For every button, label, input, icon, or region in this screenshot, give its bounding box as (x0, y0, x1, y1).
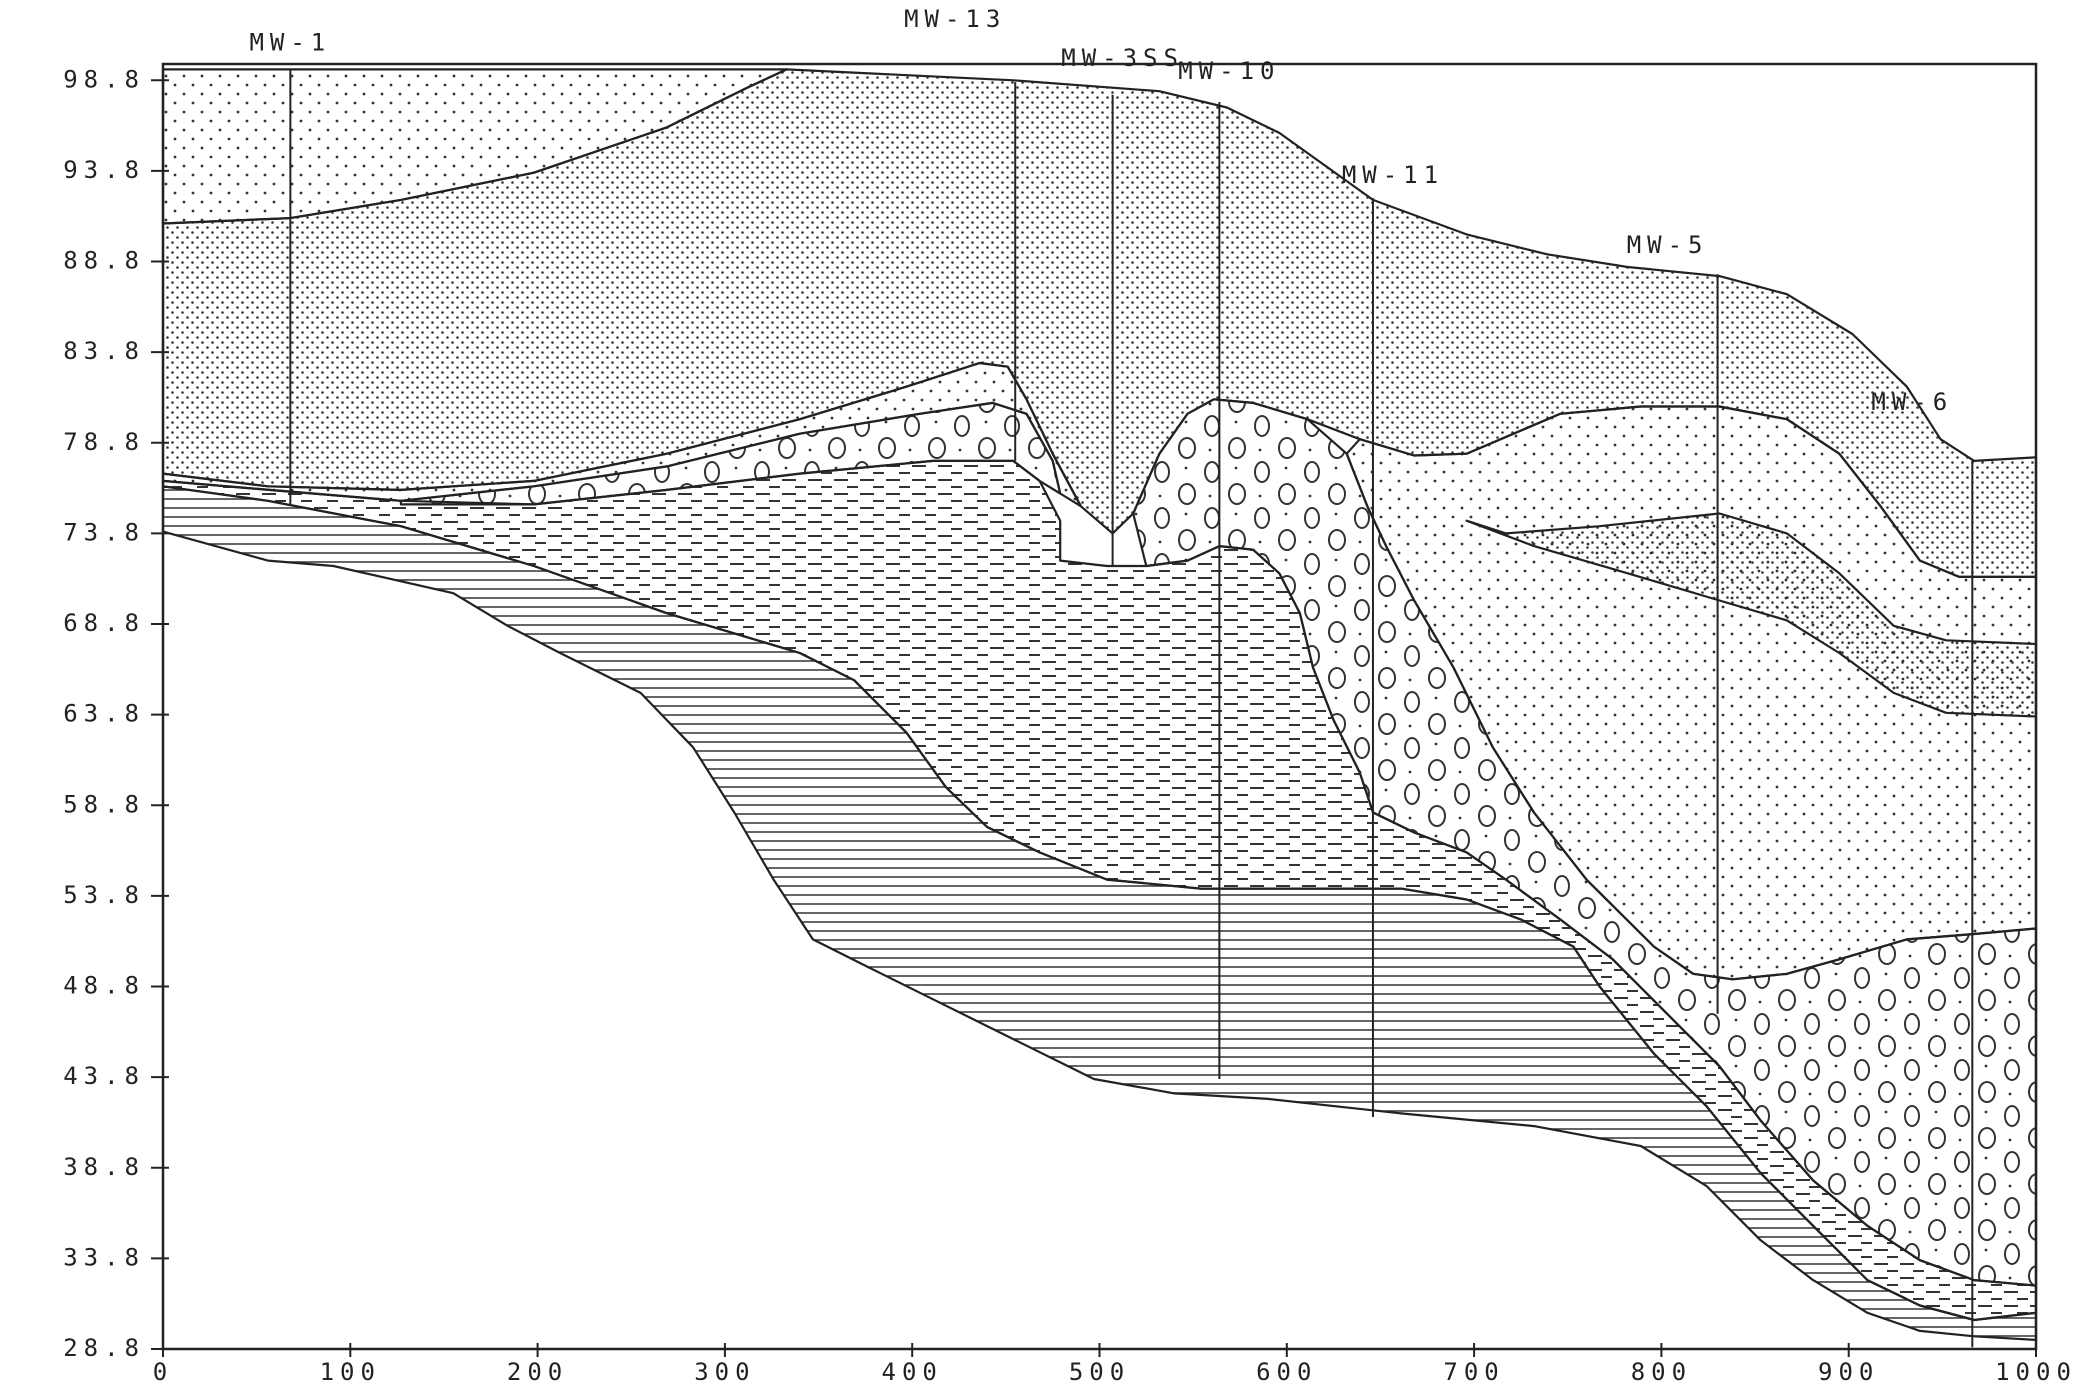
well-label: MW-11 (1342, 161, 1444, 189)
y-tick-label: 83.8 (63, 337, 145, 365)
x-tick-label: 300 (694, 1358, 755, 1385)
layers (163, 69, 2036, 1340)
y-tick-label: 58.8 (63, 790, 145, 818)
well-label: MW-1 (249, 28, 331, 56)
y-tick-label: 98.8 (63, 65, 145, 93)
y-tick-label: 28.8 (63, 1334, 145, 1362)
x-tick-label: 400 (882, 1358, 943, 1385)
well-label: MW-3SS (1061, 44, 1184, 72)
y-tick-label: 43.8 (63, 1062, 145, 1090)
well-label: MW-10 (1178, 57, 1280, 85)
y-tick-label: 78.8 (63, 428, 145, 456)
y-tick-label: 38.8 (63, 1153, 145, 1181)
chart: MW-1 MW-13 MW-3SSMW-10 MW-11 MW-5 MW-6 28.8 33… (0, 0, 2090, 1385)
well-label: MW-5 (1627, 231, 1709, 259)
y-tick-label: 68.8 (63, 609, 145, 637)
y-tick-label: 73.8 (63, 518, 145, 546)
x-tick-label: 0 (153, 1358, 173, 1385)
x-tick-label: 700 (1443, 1358, 1504, 1385)
y-tick-label: 53.8 (63, 881, 145, 909)
y-tick-label: 33.8 (63, 1243, 145, 1271)
x-tick-label: 800 (1631, 1358, 1692, 1385)
x-tick-label: 100 (320, 1358, 381, 1385)
x-tick-label: 900 (1818, 1358, 1879, 1385)
y-tick-label: 63.8 (63, 700, 145, 728)
y-tick-label: 93.8 (63, 156, 145, 184)
well-label: MW-13 (904, 5, 1006, 33)
x-tick-label: 1000 (1995, 1358, 2077, 1385)
x-tick-label: 500 (1069, 1358, 1130, 1385)
x-tick-label: 600 (1256, 1358, 1317, 1385)
y-tick-label: 88.8 (63, 247, 145, 275)
y-tick-label: 48.8 (63, 972, 145, 1000)
x-tick-label: 200 (507, 1358, 568, 1385)
well-label: MW-6 (1871, 388, 1953, 416)
